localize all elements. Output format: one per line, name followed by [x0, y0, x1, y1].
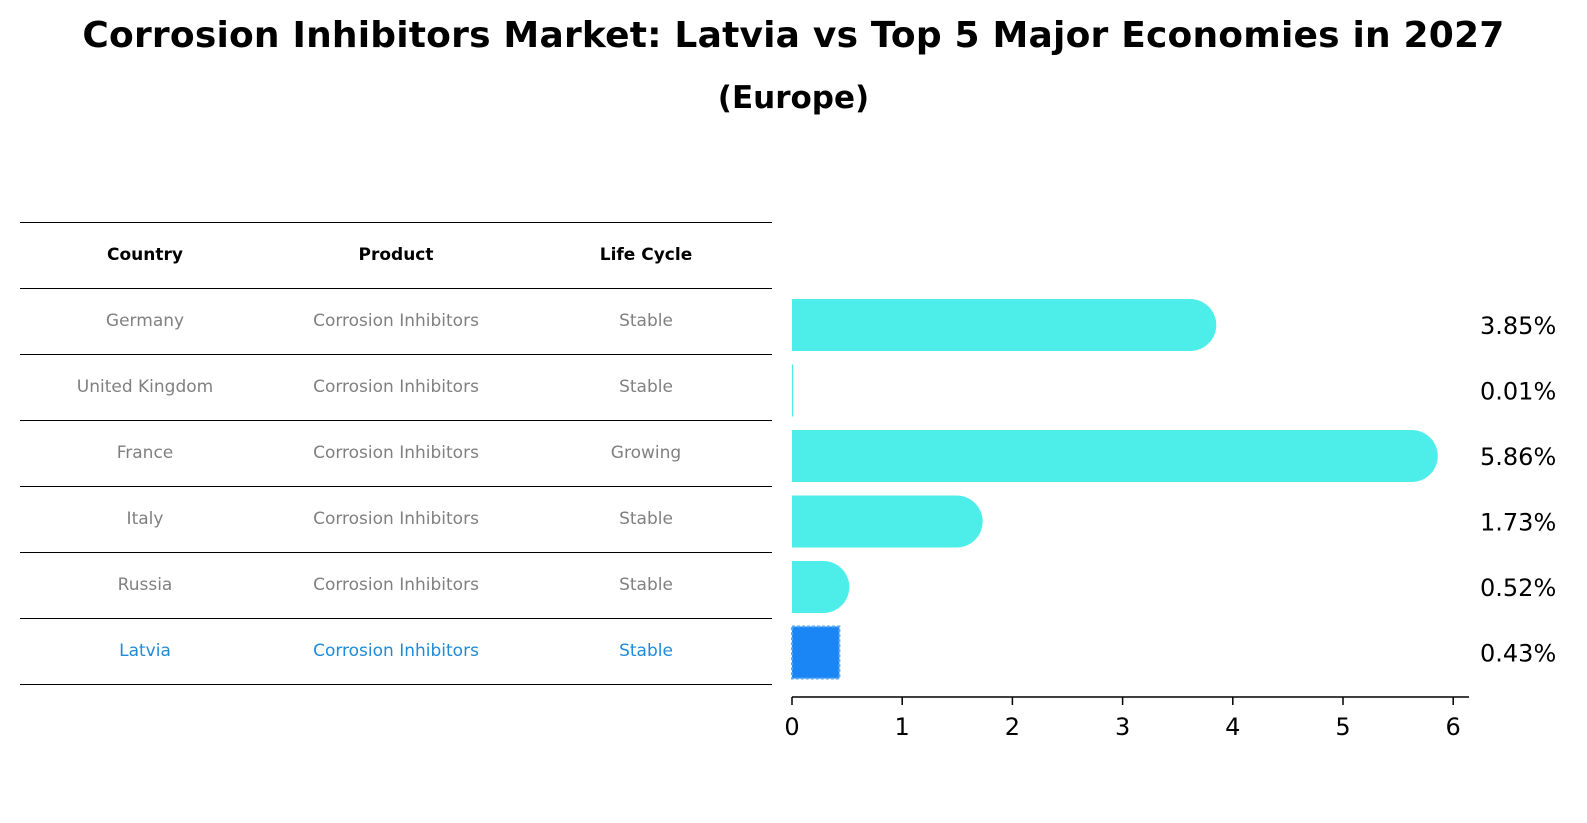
cell-product: Corrosion Inhibitors	[313, 641, 479, 661]
bar-latvia	[791, 625, 841, 680]
bar-value-label: 0.43%	[1480, 640, 1556, 668]
cell-product: Corrosion Inhibitors	[313, 311, 479, 331]
x-tick-label: 5	[1335, 713, 1350, 741]
country-table: Country Product Life Cycle Germany Corro…	[20, 222, 772, 685]
chart-title: Corrosion Inhibitors Market: Latvia vs T…	[82, 15, 1505, 56]
bar-germany	[792, 299, 1217, 351]
cell-country: Germany	[105, 311, 185, 331]
x-tick-label: 1	[895, 713, 910, 741]
bar-value-label: 3.85%	[1480, 312, 1556, 340]
cell-product: Corrosion Inhibitors	[313, 575, 479, 595]
x-tick-label: 0	[784, 713, 799, 741]
table-row: Italy Corrosion Inhibitors Stable	[20, 486, 772, 552]
cell-life-cycle: Stable	[619, 377, 673, 397]
table-rule	[20, 684, 772, 685]
table-rule	[20, 486, 772, 487]
cell-life-cycle: Stable	[619, 311, 673, 331]
table-rule	[20, 420, 772, 421]
bar-value-label: 0.52%	[1480, 574, 1556, 602]
table-row: France Corrosion Inhibitors Growing	[20, 420, 772, 486]
cell-country: Italy	[126, 509, 164, 529]
header-product: Product	[358, 245, 434, 265]
cell-country: Latvia	[119, 641, 171, 661]
x-tick-label: 2	[1005, 713, 1020, 741]
table-rule	[20, 354, 772, 355]
table-row: Germany Corrosion Inhibitors Stable	[20, 288, 772, 354]
cell-life-cycle: Stable	[619, 641, 673, 661]
cell-life-cycle: Growing	[610, 443, 682, 463]
bar-value-label: 1.73%	[1480, 509, 1556, 537]
cell-product: Corrosion Inhibitors	[313, 443, 479, 463]
header-life-cycle: Life Cycle	[599, 245, 693, 265]
x-tick-label: 4	[1225, 713, 1240, 741]
table-rule	[20, 618, 772, 619]
bar-united-kingdom	[792, 364, 794, 417]
table-row: United Kingdom Corrosion Inhibitors Stab…	[20, 354, 772, 420]
bar-value-label: 0.01%	[1480, 378, 1556, 406]
cell-life-cycle: Stable	[619, 509, 673, 529]
bar-value-label: 5.86%	[1480, 443, 1556, 471]
x-tick-label: 3	[1115, 713, 1130, 741]
cell-product: Corrosion Inhibitors	[313, 509, 479, 529]
bar-france	[792, 430, 1438, 482]
x-tick-label: 6	[1446, 713, 1461, 741]
table-rule	[20, 552, 772, 553]
table-row-highlighted: Latvia Corrosion Inhibitors Stable	[20, 618, 772, 684]
cell-country: United Kingdom	[76, 377, 214, 397]
cell-country: France	[116, 443, 174, 463]
bar-russia	[792, 561, 850, 613]
table-rule	[20, 222, 772, 223]
cell-product: Corrosion Inhibitors	[313, 377, 479, 397]
cell-country: Russia	[117, 575, 173, 595]
bar-italy	[792, 495, 983, 548]
table-rule	[20, 288, 772, 289]
header-country: Country	[107, 245, 183, 265]
table-header-row: Country Product Life Cycle	[20, 222, 772, 288]
table-row: Russia Corrosion Inhibitors Stable	[20, 552, 772, 618]
chart-subtitle: (Europe)	[717, 80, 870, 116]
cell-life-cycle: Stable	[619, 575, 673, 595]
